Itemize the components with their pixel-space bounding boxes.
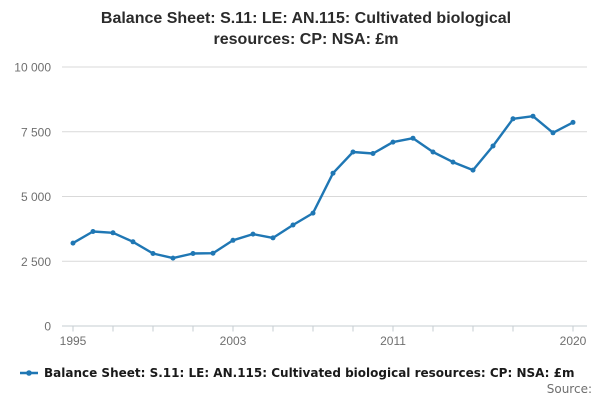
data-point-marker[interactable]	[230, 237, 236, 243]
data-point-marker[interactable]	[390, 139, 396, 145]
data-point-marker[interactable]	[190, 251, 196, 256]
data-point-marker[interactable]	[410, 135, 416, 141]
x-axis-tick-label: 2020	[560, 334, 587, 348]
chart-title-line2: resources: CP: NSA: £m	[213, 31, 399, 48]
legend-line-marker-icon	[20, 370, 38, 376]
data-point-marker[interactable]	[270, 235, 276, 241]
data-point-marker[interactable]	[490, 143, 496, 149]
data-point-marker[interactable]	[530, 113, 536, 119]
legend: Balance Sheet: S.11: LE: AN.115: Cultiva…	[20, 366, 574, 380]
data-point-marker[interactable]	[470, 167, 476, 173]
y-axis-tick-label: 2 500	[21, 255, 51, 269]
data-point-marker[interactable]	[430, 149, 436, 155]
y-axis-tick-label: 5 000	[21, 190, 51, 204]
data-point-marker[interactable]	[110, 230, 116, 236]
data-point-marker[interactable]	[570, 119, 576, 125]
x-axis-tick-label: 2011	[380, 334, 406, 348]
source-label: Source:	[546, 382, 592, 396]
data-point-marker[interactable]	[130, 239, 136, 245]
data-point-marker[interactable]	[550, 130, 556, 136]
data-point-marker[interactable]	[90, 229, 96, 234]
x-axis-tick-label: 1995	[60, 334, 87, 348]
data-point-marker[interactable]	[350, 149, 356, 155]
chart-title-line1: Balance Sheet: S.11: LE: AN.115: Cultiva…	[100, 10, 512, 27]
x-axis-tick-label: 2003	[220, 334, 247, 348]
data-point-marker[interactable]	[510, 116, 516, 122]
data-point-marker[interactable]	[310, 210, 316, 216]
y-axis-tick-label: 0	[44, 320, 51, 334]
data-point-marker[interactable]	[150, 251, 156, 256]
data-point-marker[interactable]	[330, 170, 336, 176]
data-point-marker[interactable]	[370, 151, 376, 156]
y-axis-tick-label: 7 500	[21, 125, 51, 139]
data-point-marker[interactable]	[210, 250, 216, 256]
series-line	[71, 114, 575, 260]
chart-title: Balance Sheet: S.11: LE: AN.115: Cultiva…	[12, 8, 600, 50]
y-axis-tick-label: 10 000	[14, 61, 51, 75]
data-point-marker[interactable]	[170, 255, 176, 261]
legend-label: Balance Sheet: S.11: LE: AN.115: Cultiva…	[44, 366, 575, 380]
data-point-marker[interactable]	[70, 240, 76, 246]
data-point-marker[interactable]	[450, 159, 456, 165]
data-point-marker[interactable]	[250, 231, 256, 237]
data-point-marker[interactable]	[290, 222, 296, 228]
